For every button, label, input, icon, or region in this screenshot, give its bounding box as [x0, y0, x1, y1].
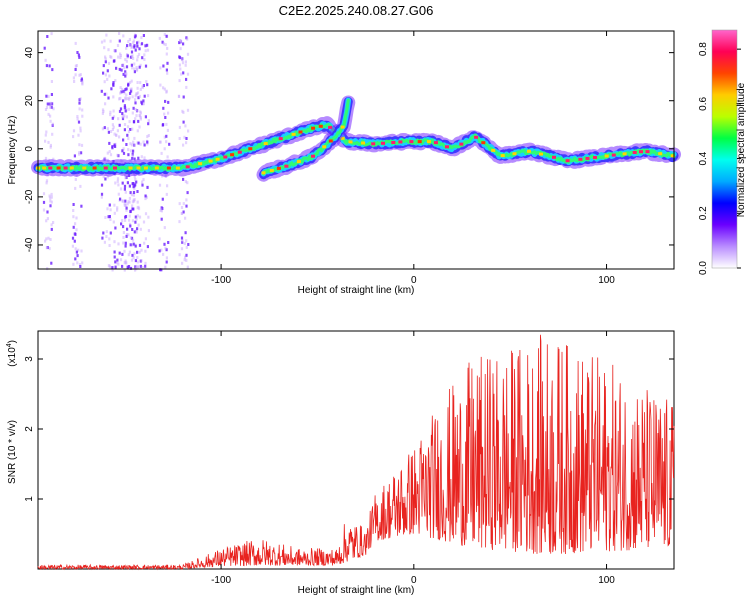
colorbar-tick-label: 0.2: [698, 206, 709, 220]
colorbar-gradient: [712, 30, 737, 268]
spectrogram-x-ticks: -100 0 100: [211, 31, 615, 286]
colorbar-tick-label: 0.6: [698, 96, 709, 110]
snr-x-tick-label: 0: [411, 575, 417, 586]
y-tick-label: 20: [24, 95, 35, 107]
main-ridge: [31, 116, 681, 177]
snr-y-ticks: 1 2 3: [24, 356, 674, 502]
snr-scale-label: (x104): [6, 340, 18, 367]
y-tick-label: -20: [24, 189, 35, 204]
broadband-columns: [42, 32, 190, 272]
snr-panel: -100 0 100 1 2 3 Height of straight line (km…: [6, 330, 675, 596]
spectrogram-frame: [37, 30, 675, 270]
colorbar-tick-label: 0.0: [698, 261, 709, 275]
snr-y-label: SNR (10 * v/v): [7, 420, 18, 484]
y-tick-label: 0: [24, 146, 35, 152]
colorbar-frame: [711, 29, 738, 269]
broadband-column: [121, 33, 150, 272]
spectrogram-panel: -100 0 100 -40 -20 0 20 40 Height of straight …: [7, 30, 681, 296]
snr-x-ticks: -100 0 100: [211, 331, 615, 586]
colorbar-label: Normalized spectral amplitude: [736, 82, 747, 217]
figure-title: C2E2.2025.240.08.27.G06: [279, 3, 434, 18]
colorbar: 0.0 0.2 0.4 0.6 0.8 Normalized spectral ampl…: [698, 29, 747, 275]
colorbar-tick-label: 0.8: [698, 42, 709, 56]
x-tick-label: 0: [411, 275, 417, 286]
x-tick-label: 100: [598, 275, 615, 286]
spectrogram-y-label: Frequency (Hz): [7, 116, 18, 185]
spectral-ridges: [31, 95, 681, 182]
snr-y-tick-label: 3: [24, 356, 35, 362]
snr-series-line: [37, 334, 675, 571]
spectrogram-y-ticks: -40 -20 0 20 40: [24, 47, 674, 252]
y-tick-label: 40: [24, 47, 35, 59]
snr-y-tick-label: 2: [24, 426, 35, 432]
secondary-ridge: [256, 95, 356, 182]
snr-scale-exponent: 4: [6, 343, 13, 347]
snr-scale-close: ): [7, 340, 18, 343]
snr-x-tick-label: -100: [211, 575, 231, 586]
y-tick-label: -40: [24, 237, 35, 252]
x-tick-label: -100: [211, 275, 231, 286]
snr-y-tick-label: 1: [24, 496, 35, 502]
broadband-column: [42, 32, 55, 271]
spectrogram-x-label: Height of straight line (km): [298, 285, 415, 296]
snr-x-label: Height of straight line (km): [298, 585, 415, 596]
colorbar-ticks: 0.0 0.2 0.4 0.6 0.8: [698, 42, 741, 275]
colorbar-tick-label: 0.4: [698, 151, 709, 165]
snr-scale-prefix: (x10: [7, 347, 18, 367]
broadband-column: [177, 36, 190, 269]
snr-x-tick-label: 100: [598, 575, 615, 586]
